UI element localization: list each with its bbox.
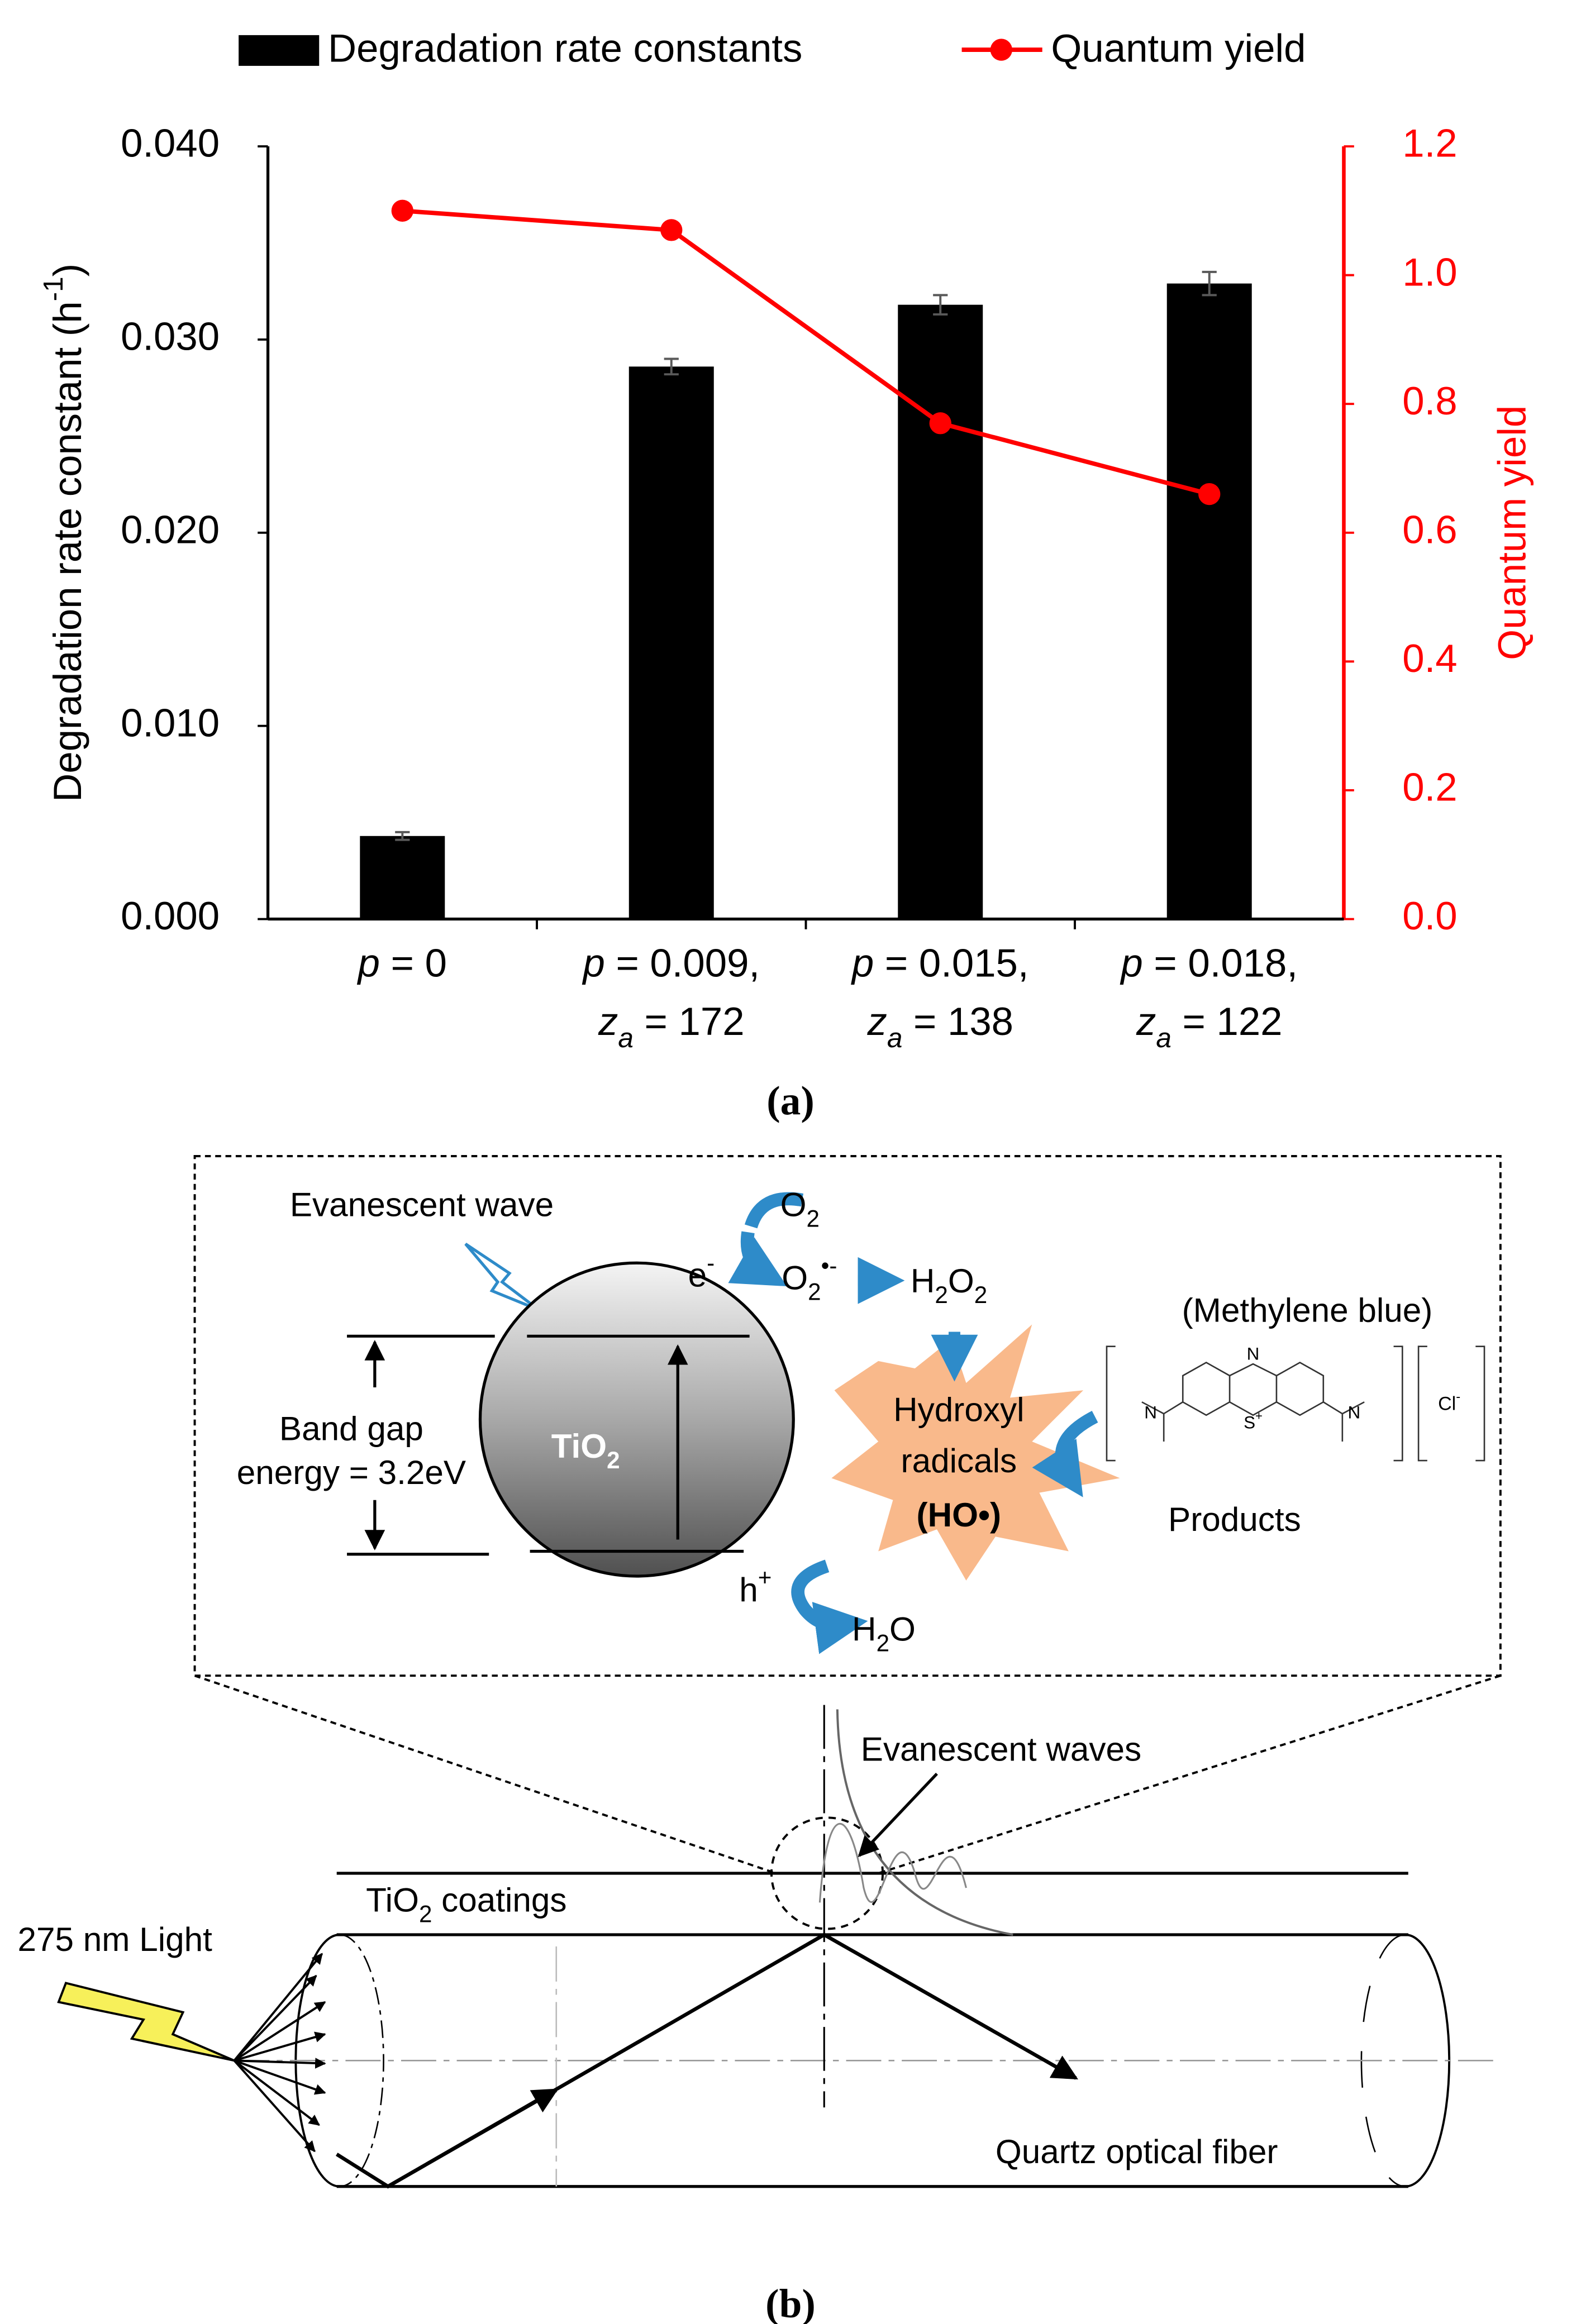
y2-tick-label: 0.2 bbox=[1402, 765, 1457, 809]
y2-tick-label: 0.6 bbox=[1402, 507, 1457, 551]
legend-swatch bbox=[239, 35, 320, 66]
diagram-label: O2 bbox=[780, 1186, 820, 1232]
diagram-label: S+ bbox=[1244, 1409, 1263, 1433]
y2-tick-label: 0.8 bbox=[1402, 379, 1457, 423]
y-tick-label: 0.000 bbox=[121, 894, 220, 938]
y2-axis-label: Quantum yield bbox=[1490, 405, 1534, 660]
y-tick-label: 0.030 bbox=[121, 314, 220, 359]
line bbox=[402, 208, 1210, 497]
diagram-label: TiO2 bbox=[551, 1427, 620, 1473]
y2-tick-label: 0.4 bbox=[1402, 636, 1457, 680]
bar bbox=[1166, 283, 1252, 919]
diagram-label: e- bbox=[688, 1249, 715, 1294]
line-marker bbox=[391, 199, 413, 222]
bar bbox=[898, 304, 983, 919]
x-tick-label: p = 0.018, bbox=[1120, 941, 1298, 985]
diagram-label: Evanescent waves bbox=[861, 1730, 1141, 1768]
error-bar bbox=[395, 831, 410, 841]
line-marker bbox=[929, 412, 951, 435]
error-bar bbox=[1202, 270, 1217, 297]
diagram-label: N bbox=[1347, 1403, 1360, 1423]
diagram-label: Products bbox=[1168, 1500, 1301, 1538]
diagram-label: 275 nm Light bbox=[17, 1920, 212, 1958]
y-tick-label: 0.010 bbox=[121, 700, 220, 745]
caption: (b) bbox=[765, 2281, 816, 2324]
diagram-label: (Methylene blue) bbox=[1182, 1291, 1433, 1329]
legend-label: Degradation rate constants bbox=[328, 26, 802, 70]
y2-tick-label: 0.0 bbox=[1402, 894, 1457, 938]
line-marker bbox=[660, 219, 683, 241]
x-tick-label: p = 0.009, bbox=[582, 941, 760, 985]
diagram-label: h+ bbox=[739, 1564, 772, 1609]
diagram-label: N bbox=[1247, 1344, 1260, 1364]
diagram-label: H2O bbox=[852, 1610, 916, 1657]
legend-label: Quantum yield bbox=[1051, 26, 1306, 70]
x-tick-label: za = 172 bbox=[598, 999, 745, 1053]
diagram-label: (HO•) bbox=[917, 1496, 1002, 1534]
caption: (a) bbox=[766, 1078, 815, 1123]
bar bbox=[628, 366, 714, 919]
error-bar bbox=[933, 294, 948, 316]
diagram-label: Cl- bbox=[1438, 1389, 1460, 1414]
legend-swatch bbox=[990, 39, 1012, 61]
diagram-label: radicals bbox=[901, 1442, 1017, 1480]
diagram-shapes bbox=[57, 1155, 1502, 2189]
y2-tick-label: 1.2 bbox=[1402, 121, 1457, 165]
diagram-label: Evanescent wave bbox=[290, 1186, 554, 1224]
diagram-label: Quartz optical fiber bbox=[996, 2132, 1278, 2170]
diagram-label: Band gap bbox=[279, 1410, 423, 1448]
bar bbox=[360, 836, 445, 919]
line-marker bbox=[1198, 483, 1221, 505]
x-tick-label: za = 138 bbox=[866, 999, 1013, 1053]
error-bar bbox=[664, 357, 679, 376]
x-tick-label: za = 122 bbox=[1136, 999, 1283, 1053]
y-tick-label: 0.040 bbox=[121, 121, 220, 165]
y2-tick-label: 1.0 bbox=[1402, 250, 1457, 294]
diagram-label: O2•- bbox=[782, 1252, 837, 1305]
x-tick-label: p = 0.015, bbox=[851, 941, 1029, 985]
diagram-label: N bbox=[1144, 1403, 1157, 1423]
diagram-label: Hydroxyl bbox=[893, 1390, 1024, 1428]
diagram-label: TiO2 coatings bbox=[366, 1881, 566, 1927]
y-tick-label: 0.020 bbox=[121, 507, 220, 551]
x-tick-label: p = 0 bbox=[357, 941, 447, 985]
diagram-label: energy = 3.2eV bbox=[237, 1453, 466, 1491]
y-axis-label: Degradation rate constant (h-1) bbox=[37, 264, 89, 802]
diagram-label: H2O2 bbox=[911, 1262, 987, 1308]
